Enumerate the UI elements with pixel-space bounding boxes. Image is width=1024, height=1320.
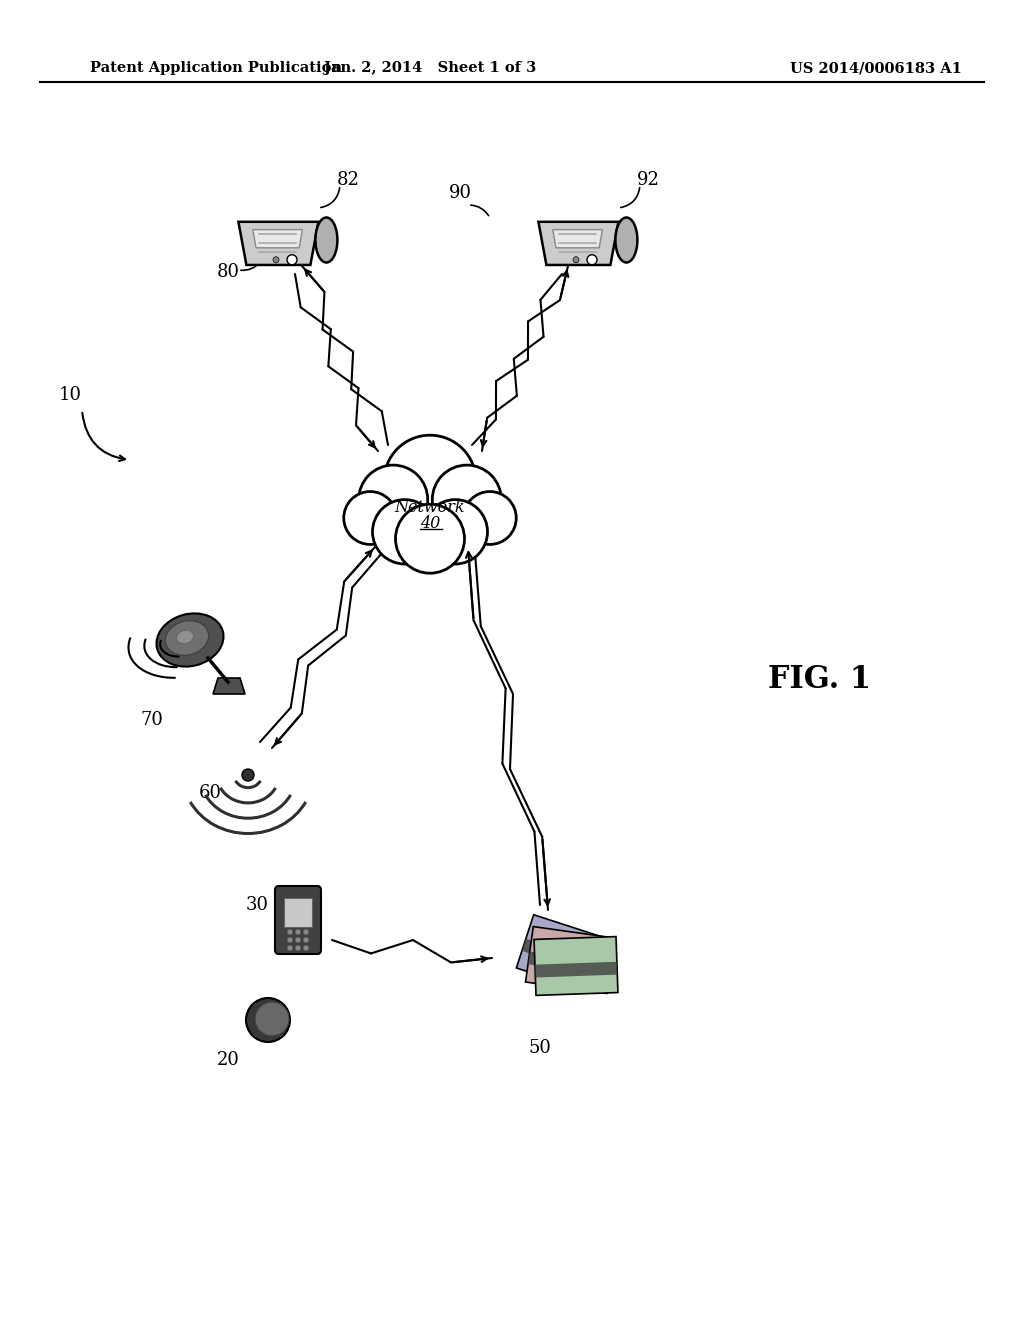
Text: 60: 60 (199, 784, 221, 803)
Text: 40: 40 (420, 515, 440, 532)
Circle shape (395, 504, 465, 573)
Circle shape (287, 945, 293, 950)
Ellipse shape (157, 614, 223, 667)
Circle shape (587, 255, 597, 265)
Text: 30: 30 (246, 896, 268, 913)
Circle shape (295, 929, 301, 935)
FancyBboxPatch shape (275, 886, 321, 954)
Polygon shape (213, 678, 245, 694)
Text: 90: 90 (449, 183, 471, 202)
Polygon shape (539, 222, 618, 265)
Circle shape (423, 499, 487, 564)
Circle shape (246, 998, 290, 1041)
Circle shape (287, 929, 293, 935)
Text: 20: 20 (216, 1051, 240, 1069)
Bar (285, 898, 311, 927)
Text: Jan. 2, 2014   Sheet 1 of 3: Jan. 2, 2014 Sheet 1 of 3 (324, 61, 537, 75)
Polygon shape (516, 915, 611, 993)
Polygon shape (528, 952, 611, 975)
Polygon shape (239, 222, 318, 265)
Circle shape (255, 1002, 289, 1036)
Circle shape (384, 436, 476, 527)
Polygon shape (535, 937, 617, 995)
Circle shape (295, 945, 301, 950)
Circle shape (303, 945, 309, 950)
Circle shape (373, 499, 437, 564)
Text: 82: 82 (337, 172, 359, 189)
Polygon shape (535, 962, 617, 978)
Ellipse shape (176, 631, 194, 644)
Circle shape (273, 257, 279, 263)
Text: US 2014/0006183 A1: US 2014/0006183 A1 (790, 61, 962, 75)
Circle shape (242, 770, 254, 781)
Circle shape (303, 937, 309, 942)
Circle shape (463, 491, 516, 544)
Ellipse shape (165, 620, 209, 655)
Polygon shape (525, 927, 614, 994)
Text: Patent Application Publication: Patent Application Publication (90, 61, 342, 75)
Circle shape (303, 929, 309, 935)
Text: 10: 10 (58, 385, 82, 404)
Text: 70: 70 (140, 711, 164, 729)
Ellipse shape (315, 218, 337, 263)
Polygon shape (253, 230, 302, 248)
Text: 80: 80 (216, 263, 240, 281)
Circle shape (287, 937, 293, 942)
Circle shape (358, 465, 428, 535)
Ellipse shape (615, 218, 637, 263)
Circle shape (573, 257, 579, 263)
Text: 50: 50 (528, 1039, 552, 1057)
Text: 92: 92 (637, 172, 659, 189)
Circle shape (295, 937, 301, 942)
Circle shape (287, 255, 297, 265)
Circle shape (344, 491, 396, 544)
Polygon shape (553, 230, 602, 248)
Polygon shape (522, 939, 604, 977)
Text: Network: Network (394, 499, 465, 516)
Text: FIG. 1: FIG. 1 (768, 664, 871, 696)
Circle shape (432, 465, 502, 535)
